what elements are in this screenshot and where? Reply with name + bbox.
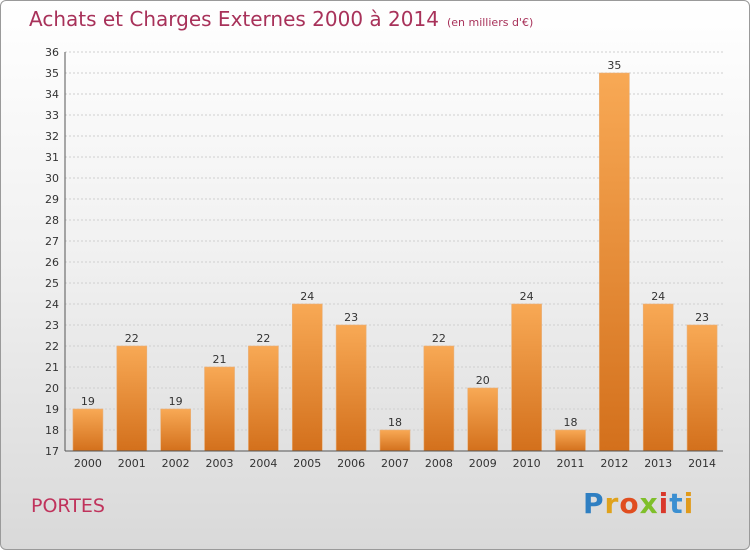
x-tick-label: 2002 [162,457,190,470]
bar-2006 [335,324,367,452]
logo-letter: i [658,487,670,520]
y-tick-label: 33 [45,109,59,122]
x-tick-label: 2004 [249,457,277,470]
x-tick-label: 2000 [74,457,102,470]
value-label: 23 [695,311,709,324]
bar-2005 [291,303,323,452]
x-tick-label: 2013 [644,457,672,470]
y-tick-label: 24 [45,298,59,311]
y-tick-label: 23 [45,319,59,332]
bar-2011 [555,429,586,452]
bar-2000 [72,408,104,452]
y-tick-label: 18 [45,424,59,437]
bar-2014 [686,324,718,452]
y-tick-label: 36 [45,46,59,59]
y-tick-label: 25 [45,277,59,290]
y-tick-label: 26 [45,256,59,269]
y-tick-label: 29 [45,193,59,206]
x-tick-label: 2001 [118,457,146,470]
bar-2007 [379,429,411,452]
y-tick-label: 28 [45,214,59,227]
x-tick-label: 2010 [513,457,541,470]
y-tick-label: 30 [45,172,59,185]
bars: 19 22 19 21 22 24 23 18 22 20 24 18 35 24 23 [72,59,718,452]
value-label: 23 [344,311,358,324]
x-tick-label: 2005 [293,457,321,470]
y-tick-label: 34 [45,88,59,101]
x-axis: 2000 2001 2002 2003 2004 2005 2006 2007 2008 2009… [65,450,723,470]
logo-letter: t [669,487,684,520]
y-tick-label: 21 [45,361,59,374]
value-label: 18 [563,416,577,429]
value-label: 19 [169,395,183,408]
chart-title-block: Achats et Charges Externes 2000 à 2014 (e… [29,7,533,31]
x-tick-label: 2003 [206,457,234,470]
y-tick-label: 19 [45,403,59,416]
logo-letter: i [683,487,695,520]
value-label: 21 [213,353,227,366]
logo-letter: r [604,487,620,520]
bar-2010 [511,303,542,452]
bar-2009 [467,387,499,452]
y-axis: 17 18 19 20 21 22 23 24 25 26 27 28 29 30 31 32 33 34 35 36 [45,46,66,458]
bar-2013 [642,303,674,452]
logo-letter: x [639,487,659,520]
bar-2012 [599,72,630,452]
proxiti-logo[interactable]: Proxiti [583,487,694,520]
logo-letter: P [583,487,605,520]
y-tick-label: 27 [45,235,59,248]
bar-2008 [423,345,455,452]
x-tick-label: 2014 [688,457,716,470]
x-tick-label: 2006 [337,457,365,470]
logo-letter: o [619,487,640,520]
y-tick-label: 20 [45,382,59,395]
value-label: 22 [125,332,139,345]
value-label: 20 [476,374,490,387]
x-tick-label: 2008 [425,457,453,470]
x-tick-label: 2012 [600,457,628,470]
chart-subtitle: (en milliers d'€) [446,16,534,29]
y-tick-label: 31 [45,151,59,164]
value-label: 19 [81,395,95,408]
x-tick-label: 2011 [556,457,584,470]
chart-title: Achats et Charges Externes 2000 à 2014 [29,7,439,31]
y-tick-label: 17 [45,445,59,458]
x-tick-label: 2007 [381,457,409,470]
value-label: 22 [256,332,270,345]
town-name: PORTES [31,495,105,517]
value-label: 24 [300,290,314,303]
value-label: 24 [651,290,665,303]
bar-2001 [116,345,148,452]
value-label: 22 [432,332,446,345]
x-tick-label: 2009 [469,457,497,470]
y-tick-label: 35 [45,67,59,80]
bar-2002 [160,408,191,452]
bar-2003 [204,366,235,452]
y-tick-label: 32 [45,130,59,143]
value-label: 18 [388,416,402,429]
value-label: 35 [607,59,621,72]
bar-2004 [248,345,279,452]
value-label: 24 [520,290,534,303]
y-tick-label: 22 [45,340,59,353]
